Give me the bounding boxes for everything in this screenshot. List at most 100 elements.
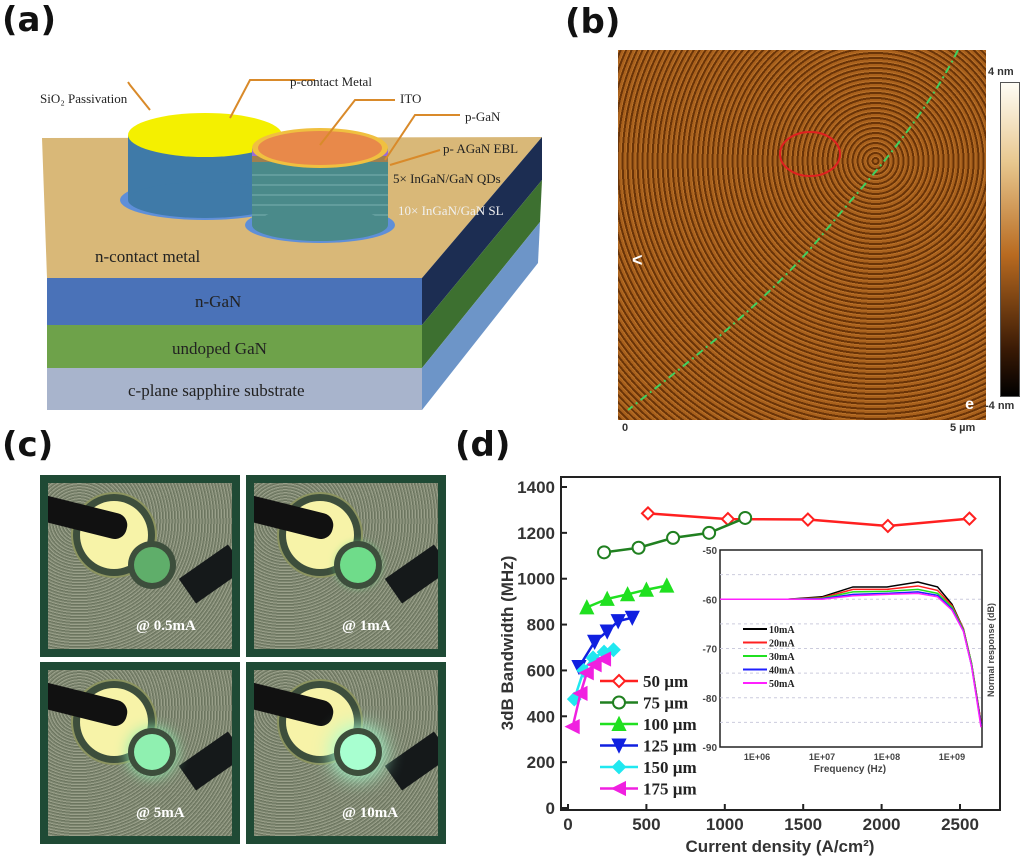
emitting-mesa (340, 734, 376, 770)
current-caption: @ 1mA (342, 618, 391, 634)
inset-x-tick: 1E+07 (809, 752, 835, 762)
afm-corner-letter: e (965, 396, 974, 413)
y-tick-label: 1200 (517, 524, 555, 543)
inset-y-tick: -60 (703, 595, 718, 606)
undoped-gan-layer (47, 325, 422, 368)
side-sapphire (422, 222, 540, 410)
y-tick-label: 200 (527, 753, 555, 772)
series-2 (579, 577, 675, 615)
legend-label: 150 µm (643, 758, 697, 777)
x-tick-label: 2000 (863, 815, 901, 834)
data-point (597, 545, 612, 560)
y-tick-label: 600 (527, 661, 555, 680)
data-point (631, 540, 646, 555)
data-point (572, 685, 588, 701)
current-caption: @ 10mA (342, 805, 399, 821)
data-point (738, 510, 753, 525)
y-tick-label: 1000 (517, 570, 555, 589)
inset-y-tick: -50 (703, 546, 718, 557)
data-point (564, 718, 580, 735)
panel-label-a: (a) (2, 0, 57, 40)
label-p-contact: p-contact Metal (290, 74, 372, 89)
data-point (578, 665, 594, 681)
led-photo: @ 0.5mA (40, 475, 240, 657)
label-qds: 5× InGaN/GaN QDs (393, 171, 501, 186)
label-undoped-gan: undoped GaN (172, 339, 267, 358)
series-1 (597, 510, 753, 560)
data-point (880, 518, 896, 534)
data-point (579, 599, 595, 615)
y-tick-label: 800 (527, 616, 555, 635)
label-n-gan: n-GaN (195, 292, 241, 311)
inset-x-label: Frequency (Hz) (814, 764, 886, 775)
data-point (638, 581, 655, 597)
p-contact-metal (128, 113, 282, 157)
data-point (619, 586, 636, 602)
led-photo: @ 5mA (40, 662, 240, 844)
series-4 (566, 642, 621, 707)
afm-image: < e (618, 50, 986, 420)
n-gan-layer (47, 278, 422, 325)
device-structure-diagram: SiO₂ Passivation p-contact Metal ITO p-G… (40, 74, 542, 410)
x-tick-label: 500 (632, 815, 660, 834)
led-photo: @ 1mA (246, 475, 446, 657)
inset-y-label: Normal response (dB) (986, 603, 996, 697)
inset-y-tick: -70 (703, 645, 718, 656)
data-point (610, 614, 626, 630)
label-n-contact: n-contact metal (95, 247, 201, 266)
emitting-mesa (134, 734, 170, 770)
x-tick-label: 0 (563, 815, 572, 834)
legend-label: 175 µm (643, 780, 697, 799)
data-point (611, 715, 627, 731)
scale-bottom-label: -4 nm (985, 400, 1015, 412)
x-tick-label: 2500 (941, 815, 979, 834)
emitting-mesa (340, 547, 376, 583)
y-tick-label: 1400 (517, 478, 555, 497)
x-axis-label: Current density (A/cm²) (686, 837, 875, 856)
label-sapphire: c-plane sapphire substrate (128, 381, 305, 400)
label-ebl: p- AGaN EBL (443, 141, 518, 156)
data-point (961, 511, 977, 527)
afm-marker: < (632, 250, 643, 270)
afm-x-end: 5 µm (950, 422, 976, 434)
plot-frame (560, 476, 1001, 811)
legend-label: 125 µm (643, 737, 697, 756)
data-point (599, 624, 615, 640)
inset-legend-label: 20mA (769, 639, 795, 650)
inset-y-tick: -80 (703, 694, 718, 705)
data-point (611, 673, 627, 689)
data-point (599, 590, 615, 606)
side-ngan (422, 137, 542, 325)
x-tick-label: 1500 (784, 815, 822, 834)
series-5 (564, 651, 612, 735)
inset-legend-label: 50mA (769, 679, 795, 690)
data-point (587, 634, 603, 651)
data-point (611, 738, 627, 754)
series-0 (640, 505, 977, 534)
data-point (612, 695, 626, 710)
inset-x-tick: 1E+08 (874, 752, 900, 762)
y-axis-label: 3dB Bandwidth (MHz) (498, 556, 517, 731)
led-photo: @ 10mA (246, 662, 446, 844)
inset-x-tick: 1E+06 (744, 752, 770, 762)
data-point (595, 651, 612, 667)
data-point (624, 610, 640, 626)
inset-legend-label: 30mA (769, 652, 795, 663)
color-scale-bar (1000, 82, 1020, 397)
data-point (640, 505, 656, 521)
label-sl: 10× InGaN/GaN SL (398, 203, 504, 218)
panel-label-c: (c) (2, 425, 54, 465)
panel-label-b: (b) (565, 2, 621, 42)
label-p-gan: p-GaN (465, 109, 501, 124)
data-point (586, 657, 602, 673)
data-point (666, 530, 681, 545)
legend-label: 100 µm (643, 715, 697, 734)
data-point (610, 780, 626, 797)
legend-label: 75 µm (643, 694, 688, 713)
ito-layer (258, 131, 382, 165)
label-ito: ITO (400, 91, 421, 106)
panel-label-d: (d) (455, 425, 511, 465)
x-tick-label: 1000 (706, 815, 744, 834)
label-sio2: SiO₂ Passivation (40, 91, 128, 106)
data-point (800, 512, 816, 527)
